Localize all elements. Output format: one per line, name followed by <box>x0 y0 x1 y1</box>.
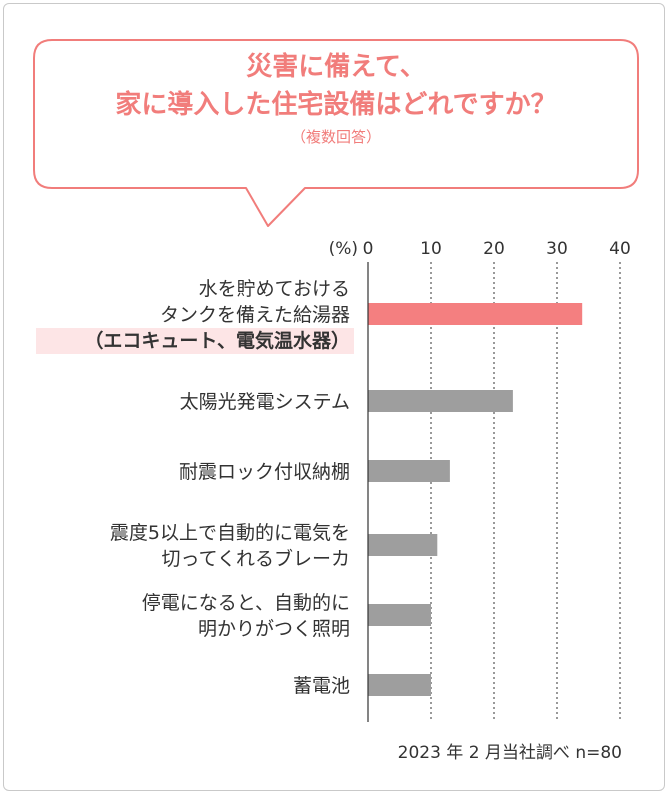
category-label: 水を貯めておける <box>199 278 350 300</box>
x-tick-label: 0 <box>363 239 374 259</box>
speech-bubble-outline <box>33 39 639 227</box>
question-title-line2: 家に導入した住宅設備はどれですか？ <box>115 90 557 120</box>
category-label: 蓄電池 <box>293 675 350 697</box>
bar-highlight <box>368 303 583 325</box>
bar <box>368 534 438 556</box>
source-note: 2023 年 2 月当社調べ n=80 <box>398 743 622 763</box>
x-tick-label: 30 <box>546 239 568 259</box>
category-label: 耐震ロック付収納棚 <box>179 461 350 483</box>
x-tick-label: 20 <box>483 239 505 259</box>
bar <box>368 460 450 482</box>
category-label: 切ってくれるブレーカ <box>162 547 350 570</box>
category-label: （エコキュート、電気温水器） <box>84 329 350 352</box>
bar <box>368 390 513 412</box>
axis-unit-label: (%) <box>329 239 358 259</box>
x-tick-label: 10 <box>420 239 442 259</box>
question-title-line1: 災害に備えて、 <box>246 52 426 82</box>
x-tick-label: 40 <box>609 239 631 259</box>
bar <box>368 604 431 626</box>
label-highlight-background <box>36 328 354 354</box>
chart-frame <box>3 3 665 791</box>
category-label: 震度5以上で自動的に電気を <box>110 522 350 544</box>
category-label: タンクを備えた給湯器 <box>160 304 350 326</box>
question-block: 災害に備えて、 家に導入した住宅設備はどれですか？ （複数回答） <box>40 48 632 147</box>
category-label: 太陽光発電システム <box>180 391 350 413</box>
speech-bubble <box>33 39 639 227</box>
bar <box>368 674 431 696</box>
category-label: 明かりがつく照明 <box>198 618 350 640</box>
multiple-answer-note: （複数回答） <box>290 128 381 146</box>
category-label: 停電になると、自動的に <box>142 592 350 614</box>
